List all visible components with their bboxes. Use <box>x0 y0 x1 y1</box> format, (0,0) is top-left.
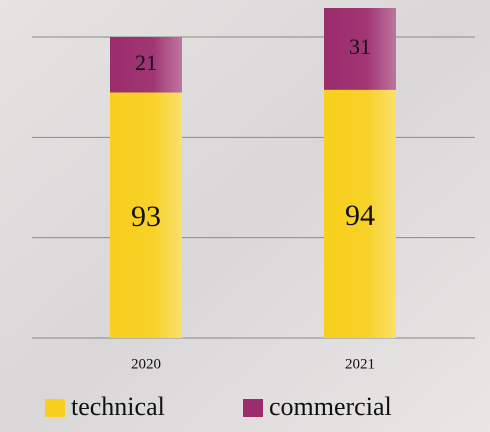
bar-shine <box>324 8 396 90</box>
data-label: 93 <box>131 200 161 233</box>
legend-swatch <box>243 399 263 417</box>
legend-label: commercial <box>269 392 392 421</box>
data-label: 31 <box>349 34 371 59</box>
bar-shine <box>324 89 396 338</box>
legend-label: technical <box>71 392 165 421</box>
x-tick-label: 2021 <box>345 356 375 372</box>
bar-shine <box>110 92 182 338</box>
data-label: 21 <box>135 50 157 75</box>
data-label: 94 <box>345 199 375 232</box>
legend-swatch <box>45 399 65 417</box>
bar-shine <box>110 37 182 93</box>
x-tick-label: 2020 <box>131 356 161 372</box>
